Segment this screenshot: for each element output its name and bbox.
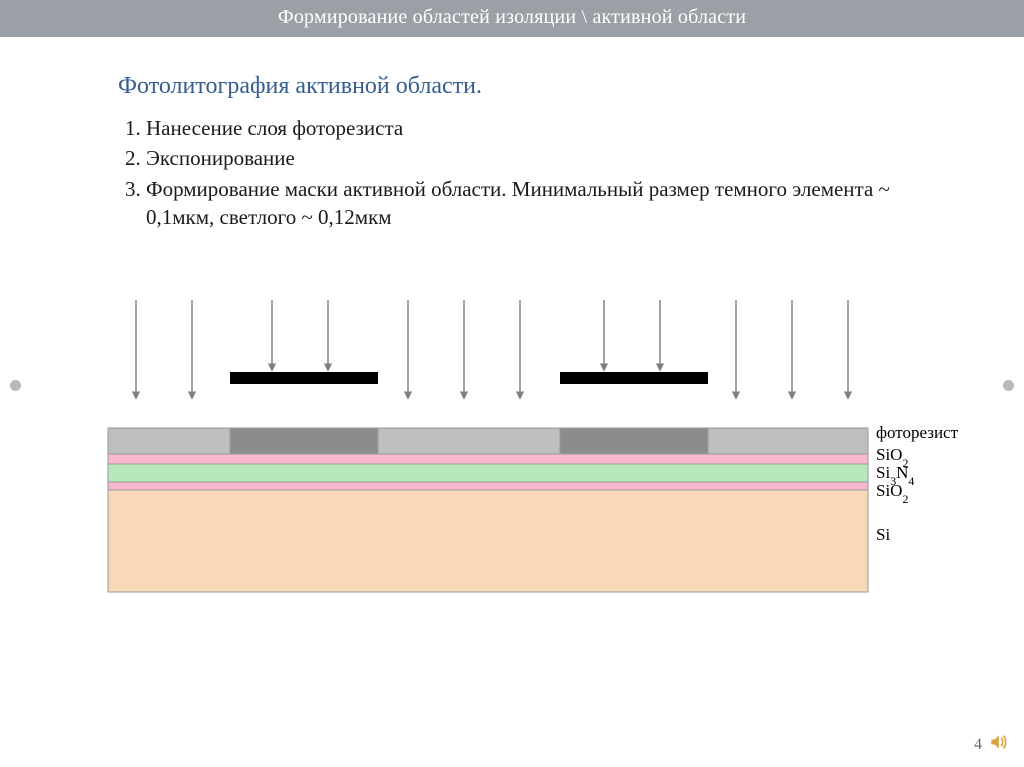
svg-text:Si: Si (876, 525, 890, 544)
diagram: фоторезистSiO2Si3N4SiO2Si (0, 300, 1024, 660)
page-number: 4 (974, 736, 982, 754)
speaker-icon (988, 732, 1008, 757)
slide-header: Формирование областей изоляции \ активно… (0, 0, 1024, 37)
diagram-svg: фоторезистSiO2Si3N4SiO2Si (0, 300, 1024, 660)
svg-text:SiO2: SiO2 (876, 481, 908, 506)
content-area: Фотолитография активной области. Нанесен… (0, 37, 1024, 231)
section-title: Фотолитография активной области. (118, 73, 932, 100)
next-slide-dot[interactable] (1003, 380, 1014, 391)
footer: 4 (974, 732, 1008, 757)
step-item: Формирование маски активной области. Мин… (146, 175, 932, 232)
steps-list: Нанесение слоя фоторезиста Экспонировани… (118, 114, 932, 231)
prev-slide-dot[interactable] (10, 380, 21, 391)
slide-title: Формирование областей изоляции \ активно… (278, 6, 746, 28)
step-item: Экспонирование (146, 144, 932, 172)
svg-text:фоторезист: фоторезист (876, 423, 959, 442)
step-item: Нанесение слоя фоторезиста (146, 114, 932, 142)
